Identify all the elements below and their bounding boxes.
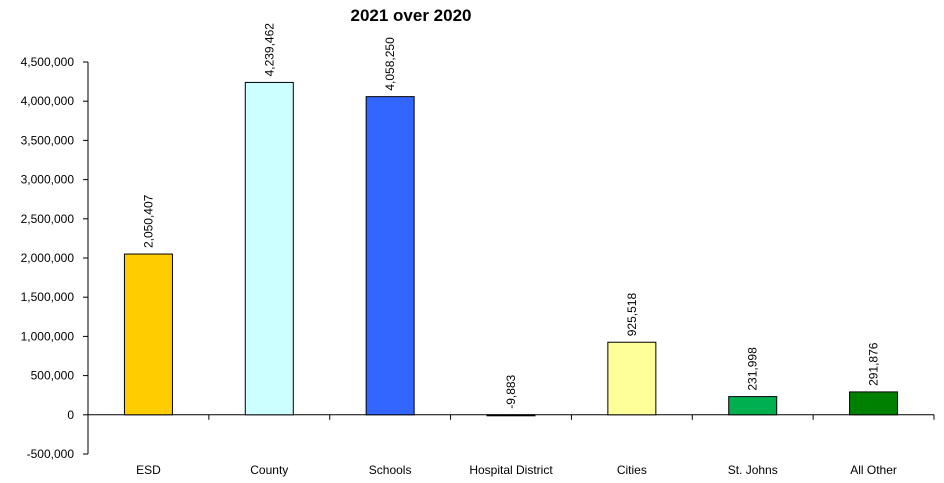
data-label: 231,998 xyxy=(746,347,760,391)
y-tick-label: 1,000,000 xyxy=(21,329,75,343)
x-tick-label: Cities xyxy=(617,463,647,477)
x-tick-label: ESD xyxy=(136,463,161,477)
x-tick-labels: ESD County Schools Hospital District Cities S… xyxy=(136,463,897,477)
y-tick-label: 2,000,000 xyxy=(21,251,75,265)
bar-st-johns xyxy=(728,396,778,416)
y-tick-label: 3,000,000 xyxy=(21,173,75,187)
data-label: 4,239,462 xyxy=(262,23,276,77)
y-tick-label: 500,000 xyxy=(31,369,75,383)
bar-hospital-district xyxy=(486,414,536,417)
data-label: 291,876 xyxy=(867,342,881,386)
y-tick-label: 1,500,000 xyxy=(21,290,75,304)
bar-cities xyxy=(607,341,657,416)
y-tick-label: 2,500,000 xyxy=(21,212,75,226)
chart-title: 2021 over 2020 xyxy=(351,6,472,25)
y-tick-labels: -500,000 0 500,000 1,000,000 1,500,000 2,000,… xyxy=(21,55,75,461)
data-label: 4,058,250 xyxy=(383,37,397,91)
x-tick-label: Schools xyxy=(369,463,412,477)
data-label: 2,050,407 xyxy=(141,194,155,248)
y-tick-label: 0 xyxy=(67,408,74,422)
data-label: -9,883 xyxy=(504,374,518,408)
x-tick-label: County xyxy=(250,463,288,477)
bar-county xyxy=(244,81,294,416)
y-tick-label: -500,000 xyxy=(27,447,75,461)
y-tick-label: 3,500,000 xyxy=(21,133,75,147)
x-tick-label: Hospital District xyxy=(469,463,553,477)
x-tick-label: All Other xyxy=(850,463,897,477)
data-label: 925,518 xyxy=(625,293,639,337)
y-tick-label: 4,500,000 xyxy=(21,55,75,69)
x-tick-label: St. Johns xyxy=(728,463,778,477)
bar-schools xyxy=(365,96,415,416)
data-labels: 2,050,407 4,239,462 4,058,250 -9,883 925,518… xyxy=(141,23,880,409)
bar-all-other xyxy=(849,391,899,416)
bars xyxy=(123,81,899,417)
bar-esd xyxy=(123,253,173,416)
y-tick-label: 4,000,000 xyxy=(21,94,75,108)
